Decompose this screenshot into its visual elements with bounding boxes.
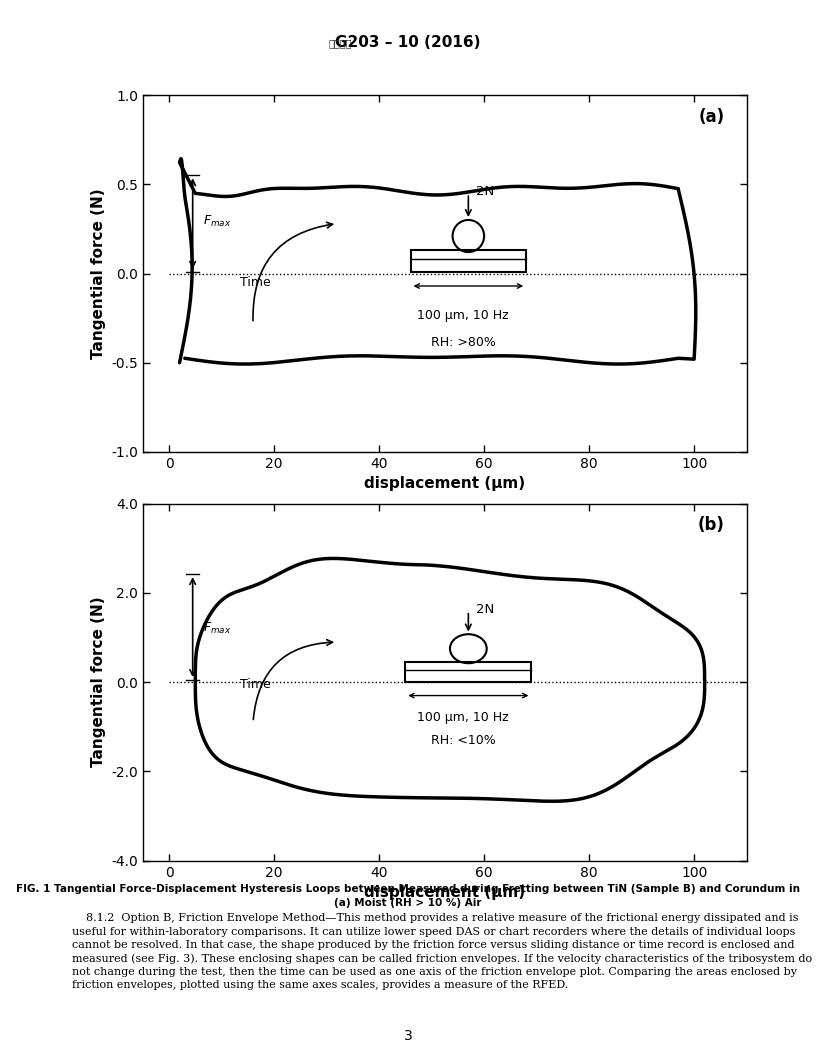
Text: RH: <10%: RH: <10% (431, 734, 495, 748)
Y-axis label: Tangential force (N): Tangential force (N) (91, 188, 105, 359)
Bar (410, 250, 526, 271)
Text: RH: >80%: RH: >80% (431, 336, 495, 348)
Text: G203 – 10 (2016): G203 – 10 (2016) (335, 35, 481, 51)
Y-axis label: Tangential force (N): Tangential force (N) (91, 597, 105, 768)
Text: 2N: 2N (477, 603, 494, 616)
Bar (406, 662, 531, 682)
Text: 8.1.2  Option B, Friction Envelope Method—This method provides a relative measur: 8.1.2 Option B, Friction Envelope Method… (72, 913, 812, 991)
Text: 3: 3 (404, 1030, 412, 1043)
Text: (a) Moist (RH > 10 %) Air: (a) Moist (RH > 10 %) Air (335, 898, 481, 907)
Text: Time: Time (240, 276, 271, 289)
Text: FIG. 1 Tangential Force-Displacement Hysteresis Loops between Measured during Fr: FIG. 1 Tangential Force-Displacement Hys… (16, 884, 800, 893)
Text: 2N: 2N (477, 185, 494, 197)
Text: Time: Time (240, 678, 271, 691)
Text: 100 μm, 10 Hz: 100 μm, 10 Hz (417, 309, 509, 322)
Text: (a): (a) (698, 108, 725, 126)
X-axis label: displacement (μm): displacement (μm) (364, 476, 526, 491)
Text: (b): (b) (698, 516, 725, 534)
Text: $F_{max}$: $F_{max}$ (203, 214, 232, 229)
Text: ⒶⓈⓉⓂ: ⒶⓈⓉⓂ (329, 38, 353, 48)
Text: 100 μm, 10 Hz: 100 μm, 10 Hz (417, 711, 509, 724)
Text: $F_{max}$: $F_{max}$ (203, 621, 232, 636)
X-axis label: displacement (μm): displacement (μm) (364, 885, 526, 900)
